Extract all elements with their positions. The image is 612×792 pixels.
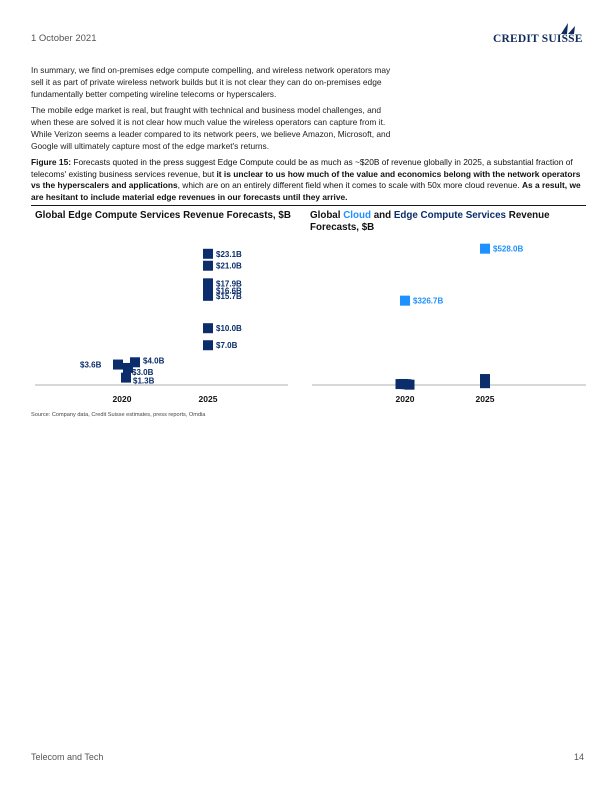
edge-point-label: $1.3B [133, 377, 155, 386]
edge-point-label: $4.0B [143, 356, 165, 365]
edge-point [203, 340, 213, 351]
figure-bold-1: it is unclear to us how much of the valu… [31, 168, 581, 191]
edge-point-label: $15.7B [216, 292, 242, 301]
summary-paragraph: In summary, we find on-premises edge com… [31, 65, 391, 100]
charts-canvas: 2020 2025 $3.6B $4.0B $3.0B$1.3B $23.1B $21.0B… [35, 243, 586, 404]
title-cloud-word: Cloud [343, 210, 371, 221]
edge-point [203, 323, 213, 334]
edge-point [404, 379, 415, 390]
sails-icon [561, 23, 575, 34]
edge-point-label: $17.9B [216, 279, 242, 288]
cloud-point-label: $326.7B [413, 297, 443, 306]
logo-text: CREDIT SUISSE [493, 33, 583, 45]
figure-rule [31, 205, 586, 207]
report-date: 1 October 2021 [31, 33, 97, 44]
page-number: 14 [574, 752, 585, 762]
edge-point [203, 285, 213, 296]
credit-suisse-logo: CREDIT SUISSE [493, 22, 583, 48]
cloud-chart-tick-2025: 2025 [476, 394, 495, 404]
edge-point-label: $23.1B [216, 250, 242, 259]
title-pre: Global [310, 210, 344, 221]
cloud-point [480, 243, 490, 254]
edge-point [203, 260, 213, 271]
edge-point-label: $7.0B [216, 341, 238, 350]
cloud-point [400, 295, 410, 306]
edge-point [121, 372, 131, 383]
market-paragraph: The mobile edge market is real, but frau… [31, 105, 391, 152]
figure-bold-2: As a result, we are hesitant to include … [31, 180, 581, 202]
edge-point [480, 378, 490, 389]
edge-point [203, 290, 213, 301]
cloud-chart-tick-2020: 2020 [396, 394, 415, 404]
edge-point [123, 362, 133, 373]
source-note: Source: Company data, Credit Suisse esti… [31, 412, 206, 418]
edge-chart-tick-2020: 2020 [113, 394, 132, 404]
figure-label: Figure 15: [31, 157, 72, 167]
cloud-edge-chart-title: Global Cloud and Edge Compute Services R… [310, 210, 580, 234]
edge-point-label: $3.0B [132, 368, 154, 377]
footer-section: Telecom and Tech [31, 752, 104, 762]
edge-chart-title: Global Edge Compute Services Revenue For… [35, 210, 291, 221]
edge-point [113, 359, 123, 370]
edge-point [203, 248, 213, 259]
edge-chart-tick-2025: 2025 [199, 394, 218, 404]
title-post: Revenue Forecasts, $B [310, 210, 550, 233]
edge-point-label: $3.6B [80, 361, 102, 370]
title-mid: and [370, 210, 394, 221]
edge-point [130, 357, 140, 368]
figure-text-2: , which are on an entirely different fie… [177, 180, 522, 191]
edge-point-label: $10.0B [216, 324, 242, 333]
figure-text-1: Forecasts quoted in the press suggest Ed… [31, 157, 573, 179]
title-edge-word: Edge Compute Services [393, 210, 507, 221]
edge-point-label: $16.6B [216, 287, 242, 296]
figure-caption: Figure 15: Forecasts quoted in the press… [31, 157, 591, 203]
edge-point [203, 278, 213, 289]
cloud-point-label: $528.0B [493, 245, 523, 254]
edge-point-label: $21.0B [216, 262, 242, 271]
